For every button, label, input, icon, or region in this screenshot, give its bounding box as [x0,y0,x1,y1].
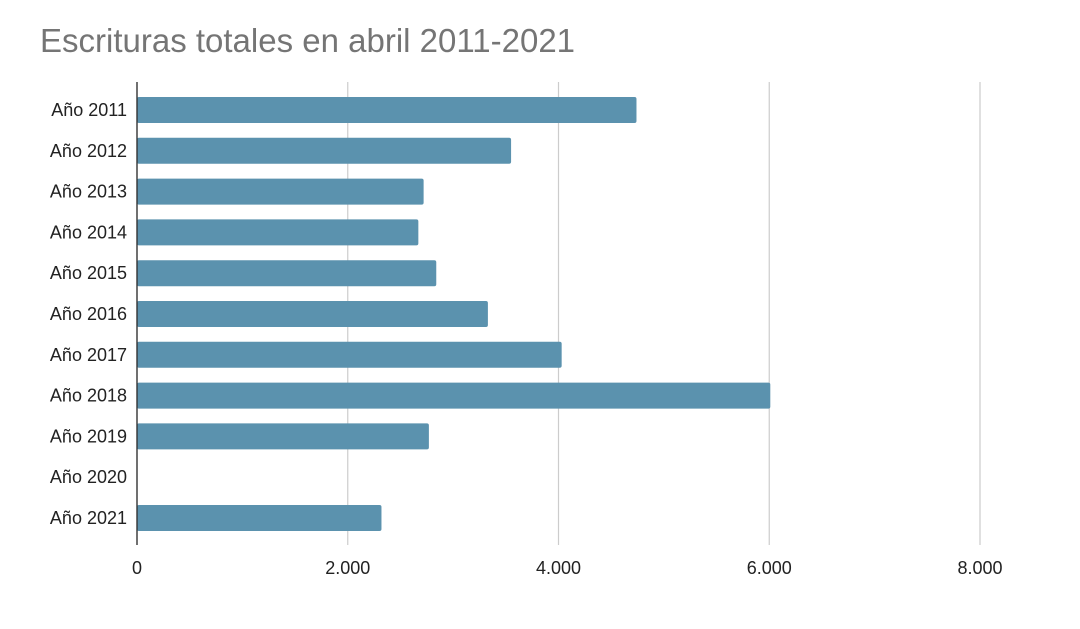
category-label: Año 2014 [50,222,127,242]
category-label: Año 2019 [50,426,127,446]
category-label: Año 2016 [50,304,127,324]
category-label: Año 2015 [50,263,127,283]
category-label: Año 2011 [51,100,127,120]
bar [137,137,512,164]
bar [137,341,562,368]
bar [137,505,382,531]
bar [137,423,429,450]
chart-title: Escrituras totales en abril 2011-2021 [40,22,576,59]
bar [137,382,771,409]
x-tick-label: 0 [132,558,142,578]
category-label: Año 2021 [50,508,127,528]
bar [137,260,437,287]
category-label: Año 2020 [50,467,127,487]
category-label: Año 2017 [50,345,127,365]
bar [137,97,637,123]
bar [137,219,419,246]
category-label: Año 2018 [50,386,127,406]
x-tick-label: 6.000 [747,558,792,578]
category-label: Año 2012 [50,141,127,161]
category-label: Año 2013 [50,182,127,202]
bar [137,178,424,205]
x-tick-label: 8.000 [957,558,1002,578]
bar [137,301,488,327]
x-tick-label: 4.000 [536,558,581,578]
x-tick-label: 2.000 [325,558,370,578]
